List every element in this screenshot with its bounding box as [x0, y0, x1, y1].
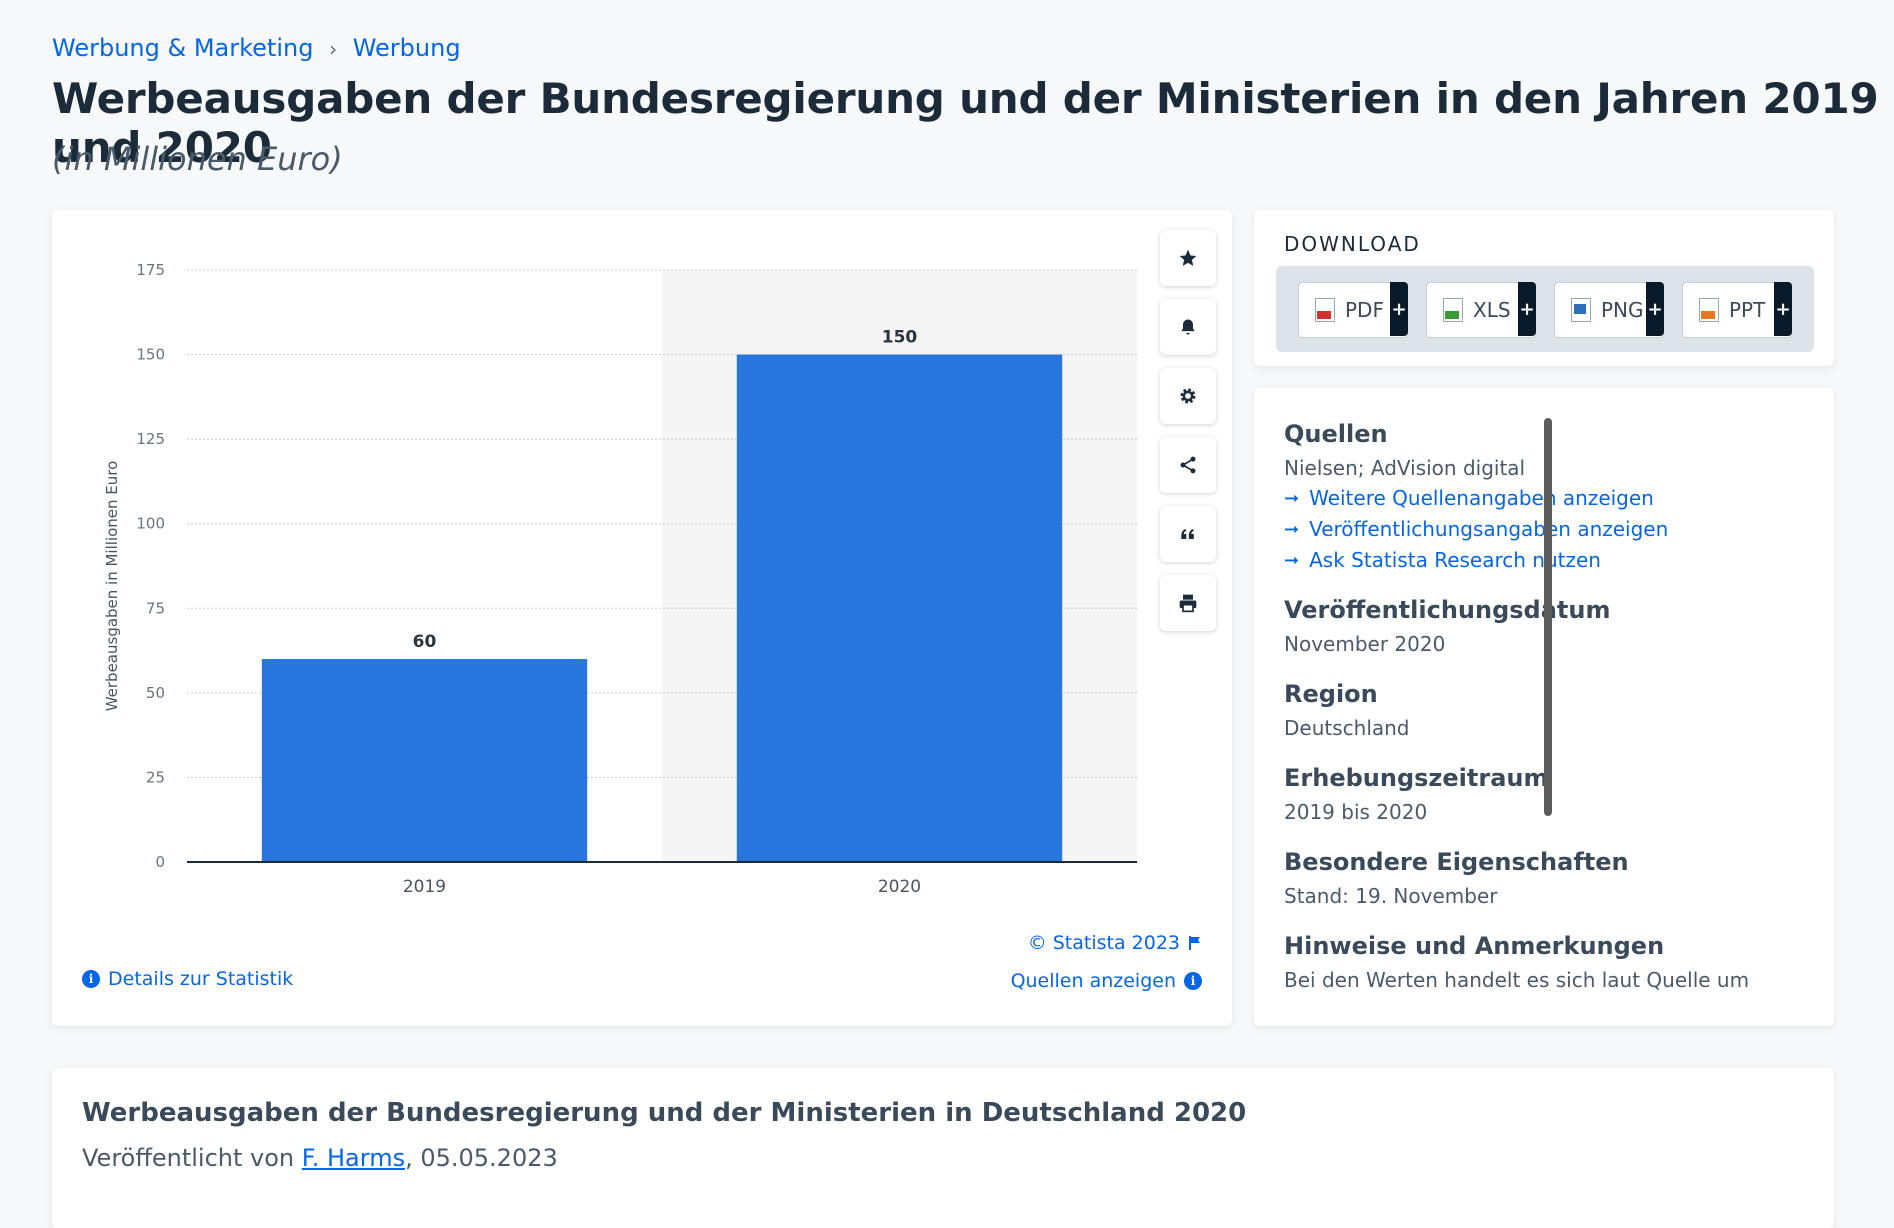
- bar: [736, 354, 1063, 862]
- ask-research-link[interactable]: ➞ Ask Statista Research nutzen: [1284, 548, 1794, 572]
- info-icon: i: [82, 970, 100, 988]
- breadcrumb: Werbung & Marketing › Werbung: [52, 34, 461, 62]
- download-pdf-button[interactable]: PDF +: [1298, 282, 1408, 338]
- chart-card: 0 25 50 75 100 125 150 175 60 2019 150 2020 Werbeaus…: [52, 210, 1232, 1026]
- details-link[interactable]: i Details zur Statistik: [82, 968, 293, 990]
- download-ppt-plus[interactable]: +: [1774, 282, 1792, 336]
- chart-footer-right: © Statista 2023 Quellen anzeigen i: [1011, 932, 1202, 1008]
- download-xls-plus[interactable]: +: [1518, 282, 1536, 336]
- published-by: Veröffentlicht von F. Harms, 05.05.2023: [82, 1144, 558, 1172]
- arrow-right-icon: ➞: [1284, 518, 1300, 540]
- bar-chart: 0 25 50 75 100 125 150 175 60 2019 150 2020 Werbeaus…: [103, 261, 1137, 897]
- info-icon: i: [1184, 972, 1202, 990]
- chart-toolbar: [1160, 230, 1216, 644]
- y-tick-label: 0: [155, 853, 165, 871]
- publication-info-label: Veröffentlichungsangaben anzeigen: [1309, 517, 1669, 541]
- description-card: Werbeausgaben der Bundesregierung und de…: [52, 1068, 1834, 1228]
- page-subtitle: (in Millionen Euro): [52, 140, 343, 178]
- region-heading: Region: [1284, 680, 1378, 708]
- more-sources-label: Weitere Quellenangaben anzeigen: [1309, 486, 1654, 510]
- download-pdf-plus[interactable]: +: [1390, 282, 1408, 336]
- star-icon[interactable]: [1160, 230, 1216, 286]
- bell-icon[interactable]: [1160, 299, 1216, 355]
- arrow-right-icon: ➞: [1284, 549, 1300, 571]
- special-section: Besondere Eigenschaften Stand: 19. Novem…: [1284, 848, 1794, 908]
- flag-icon: [1189, 936, 1200, 950]
- ask-research-label: Ask Statista Research nutzen: [1309, 548, 1601, 572]
- png-file-icon: [1571, 298, 1591, 322]
- gear-icon[interactable]: [1160, 368, 1216, 424]
- notes-value: Bei den Werten handelt es sich laut Quel…: [1284, 968, 1750, 992]
- y-tick-label: 75: [146, 599, 165, 617]
- y-axis-label: Werbeausgaben in Millionen Euro: [103, 461, 121, 712]
- period-heading: Erhebungszeitraum: [1284, 764, 1549, 792]
- breadcrumb-item-werbung-marketing[interactable]: Werbung & Marketing: [52, 34, 314, 62]
- sources-value: Nielsen; AdVision digital: [1284, 456, 1526, 480]
- region-section: Region Deutschland: [1284, 680, 1794, 740]
- bar: [261, 659, 588, 862]
- sources-link[interactable]: Quellen anzeigen i: [1011, 970, 1202, 992]
- share-icon[interactable]: [1160, 437, 1216, 493]
- pdf-file-icon: [1315, 298, 1335, 322]
- download-card: DOWNLOAD PDF + XLS + PNG + PPT +: [1254, 210, 1834, 366]
- bar-value-label: 60: [413, 632, 437, 652]
- notes-heading: Hinweise und Anmerkungen: [1284, 932, 1665, 960]
- xls-file-icon: [1443, 298, 1463, 322]
- author-link[interactable]: F. Harms: [301, 1144, 406, 1172]
- notes-section: Hinweise und Anmerkungen Bei den Werten …: [1284, 932, 1794, 992]
- period-value: 2019 bis 2020: [1284, 800, 1428, 824]
- download-xls-button[interactable]: XLS +: [1426, 282, 1536, 338]
- y-tick-label: 125: [136, 430, 165, 448]
- bar-value-label: 150: [882, 328, 918, 348]
- sources-heading: Quellen: [1284, 420, 1388, 448]
- special-value: Stand: 19. November: [1284, 884, 1498, 908]
- copyright-link[interactable]: © Statista 2023: [1011, 932, 1202, 954]
- breadcrumb-separator: ›: [329, 37, 338, 61]
- period-section: Erhebungszeitraum 2019 bis 2020: [1284, 764, 1794, 824]
- arrow-right-icon: ➞: [1284, 487, 1300, 509]
- page: Werbung & Marketing › Werbung Werbeausga…: [52, 34, 1879, 1172]
- pubdate-section: Veröffentlichungsdatum November 2020: [1284, 596, 1794, 656]
- download-title: DOWNLOAD: [1284, 232, 1421, 256]
- details-link-label: Details zur Statistik: [108, 968, 294, 990]
- more-sources-link[interactable]: ➞ Weitere Quellenangaben anzeigen: [1284, 486, 1794, 510]
- print-icon[interactable]: [1160, 575, 1216, 631]
- y-tick-label: 50: [146, 684, 165, 702]
- page-title: Werbeausgaben der Bundesregierung und de…: [52, 74, 1879, 172]
- region-value: Deutschland: [1284, 716, 1410, 740]
- download-png-button[interactable]: PNG +: [1554, 282, 1664, 338]
- download-ppt-label: PPT: [1729, 298, 1766, 322]
- download-buttons: PDF + XLS + PNG + PPT +: [1276, 266, 1814, 352]
- description-title: Werbeausgaben der Bundesregierung und de…: [82, 1098, 1247, 1128]
- published-prefix: Veröffentlicht von: [82, 1144, 302, 1172]
- y-tick-label: 25: [146, 768, 165, 786]
- quote-icon[interactable]: [1160, 506, 1216, 562]
- y-tick-label: 100: [136, 515, 165, 533]
- x-tick-label: 2020: [878, 877, 921, 897]
- download-ppt-button[interactable]: PPT +: [1682, 282, 1792, 338]
- download-png-plus[interactable]: +: [1646, 282, 1664, 336]
- copyright-text: © Statista 2023: [1027, 932, 1180, 954]
- y-tick-label: 175: [136, 261, 165, 279]
- publication-info-link[interactable]: ➞ Veröffentlichungsangaben anzeigen: [1284, 517, 1794, 541]
- download-pdf-label: PDF: [1345, 298, 1384, 322]
- download-png-label: PNG: [1601, 298, 1644, 322]
- x-tick-label: 2019: [403, 877, 446, 897]
- y-tick-label: 150: [136, 346, 165, 364]
- info-content: Quellen Nielsen; AdVision digital ➞ Weit…: [1284, 420, 1794, 1016]
- download-xls-label: XLS: [1473, 298, 1511, 322]
- info-scrollbar[interactable]: [1544, 418, 1552, 816]
- pubdate-heading: Veröffentlichungsdatum: [1284, 596, 1611, 624]
- pubdate-value: November 2020: [1284, 632, 1446, 656]
- ppt-file-icon: [1699, 298, 1719, 322]
- published-date: , 05.05.2023: [405, 1144, 558, 1172]
- sources-link-label: Quellen anzeigen: [1010, 970, 1176, 992]
- special-heading: Besondere Eigenschaften: [1284, 848, 1629, 876]
- sources-section: Quellen Nielsen; AdVision digital ➞ Weit…: [1284, 420, 1794, 572]
- breadcrumb-item-werbung[interactable]: Werbung: [352, 34, 461, 62]
